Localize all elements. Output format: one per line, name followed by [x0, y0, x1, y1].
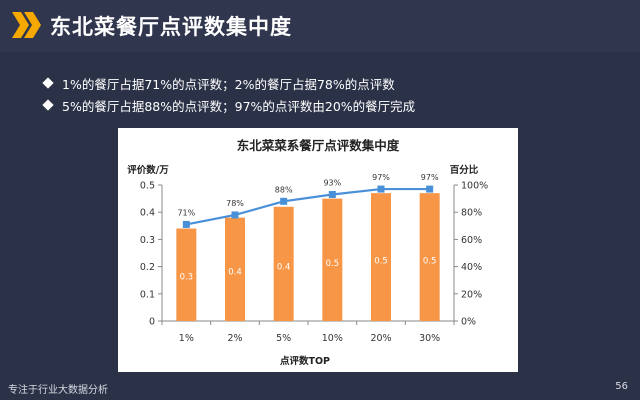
- x-tick-label: 20%: [370, 333, 391, 344]
- y-tick-label: 0.1: [140, 289, 155, 300]
- bullet-text: 5%的餐厅占据88%的点评数；97%的点评数由20%的餐厅完成: [62, 98, 416, 114]
- x-axis-label: 点评数TOP: [280, 355, 330, 367]
- y2-axis-label: 百分比: [450, 164, 479, 176]
- y-tick-label: 0.5: [140, 181, 155, 192]
- y2-tick-label: 100%: [461, 181, 488, 192]
- x-tick-label: 30%: [419, 333, 440, 344]
- x-tick-label: 2%: [227, 333, 242, 344]
- page-title: 东北菜餐厅点评数集中度: [50, 15, 292, 39]
- line-data-label: 97%: [372, 173, 390, 182]
- y-axis-label: 评价数/万: [127, 164, 169, 176]
- plot-area: 0 0.1 0.2 0.3 0.4 0.5 0% 20% 40% 60% 80% 100% 0.3 1% 0…: [140, 173, 488, 344]
- y-tick-label: 0.4: [140, 208, 155, 219]
- line-data-label: 97%: [421, 173, 439, 182]
- chart-panel: 东北菜菜系餐厅点评数集中度 评价数/万 百分比 点评数TOP 0 0.1 0.2 0.…: [118, 128, 518, 372]
- bar-data-label: 0.3: [180, 272, 194, 282]
- bullet-item: 5%的餐厅占据88%的点评数；97%的点评数由20%的餐厅完成: [42, 94, 416, 116]
- bar-data-label: 0.4: [277, 263, 291, 273]
- bullet-item: 1%的餐厅占据71%的点评数；2%的餐厅占据78%的点评数: [42, 72, 415, 94]
- line-point: [182, 220, 190, 228]
- line-data-label: 78%: [226, 199, 244, 208]
- bar-data-label: 0.5: [374, 256, 388, 266]
- page-number: 56: [615, 381, 628, 392]
- double-chevron-right-icon: [12, 12, 41, 38]
- line-point: [328, 191, 336, 199]
- y2-tick-label: 20%: [461, 289, 482, 300]
- bar: [371, 193, 391, 321]
- bar-data-label: 0.5: [423, 256, 437, 266]
- footer-tagline: 专注于行业大数据分析: [8, 385, 108, 396]
- y2-tick-label: 0%: [461, 317, 476, 328]
- bullet-text: 1%的餐厅占据71%的点评数；2%的餐厅占据78%的点评数: [62, 76, 395, 92]
- percentage-line: [186, 187, 430, 226]
- y2-tick-label: 60%: [461, 235, 482, 246]
- y-tick-label: 0.2: [140, 262, 155, 273]
- bar: [322, 198, 343, 321]
- bar: [225, 217, 245, 321]
- chart-title: 东北菜菜系餐厅点评数集中度: [237, 138, 400, 153]
- y2-tick-label: 40%: [461, 262, 482, 273]
- line-point: [280, 197, 288, 205]
- bar-data-label: 0.5: [326, 259, 340, 269]
- y-tick-label: 0.3: [140, 235, 155, 246]
- x-tick-label: 10%: [322, 333, 343, 344]
- line-point: [426, 185, 434, 193]
- header-bar: [0, 0, 640, 52]
- bullet-list: 1%的餐厅占据71%的点评数；2%的餐厅占据78%的点评数 5%的餐厅占据88%…: [42, 72, 416, 116]
- bar: [176, 228, 197, 321]
- line-point: [231, 211, 239, 219]
- diamond-bullet-icon: [42, 99, 54, 111]
- y-tick-label: 0: [149, 317, 155, 328]
- bar-data-label: 0.4: [228, 267, 242, 277]
- line-data-label: 71%: [177, 208, 195, 217]
- diamond-bullet-icon: [42, 77, 54, 89]
- y2-tick-label: 80%: [461, 208, 482, 219]
- bar: [419, 193, 440, 321]
- bar: [273, 206, 294, 321]
- line-data-label: 93%: [323, 179, 341, 188]
- concentration-chart: 东北菜菜系餐厅点评数集中度 评价数/万 百分比 点评数TOP 0 0.1 0.2 0.…: [127, 138, 488, 367]
- x-tick-label: 5%: [276, 333, 291, 344]
- line-data-label: 88%: [275, 185, 293, 194]
- line-point: [377, 185, 385, 193]
- x-tick-label: 1%: [179, 333, 194, 344]
